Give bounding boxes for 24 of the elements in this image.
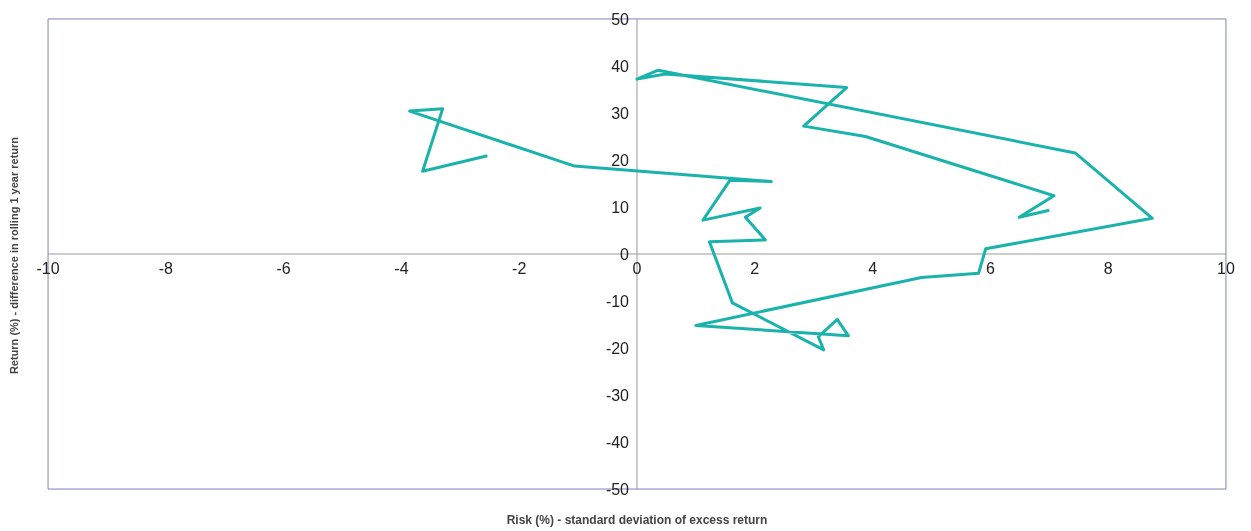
x-tick-label: -4 [394, 260, 409, 277]
y-tick-label: -30 [605, 387, 630, 405]
x-tick-label: 10 [1217, 260, 1235, 277]
y-tick-label: 30 [611, 104, 630, 122]
y-tick-label: -10 [605, 293, 630, 311]
x-tick-label: -2 [512, 260, 527, 277]
x-tick-label: -10 [36, 260, 60, 277]
x-tick-label: -6 [276, 260, 291, 277]
y-tick-label: -40 [605, 434, 630, 452]
y-axis-title: Return (%) - difference in rolling 1 year return [7, 136, 20, 375]
y-tick-label: -20 [605, 340, 630, 358]
x-tick-label: 4 [868, 260, 878, 277]
x-tick-label: 6 [985, 260, 995, 277]
y-tick-label: 10 [611, 198, 630, 216]
x-axis-title: Risk (%) - standard deviation of excess return [506, 512, 768, 527]
y-tick-label: 40 [611, 57, 630, 75]
x-tick-label: -8 [158, 260, 174, 277]
y-tick-label: 0 [620, 246, 630, 263]
x-tick-label: 8 [1103, 260, 1113, 277]
y-tick-label: 50 [611, 10, 630, 28]
x-tick-label: 0 [632, 260, 642, 277]
x-tick-label: 2 [750, 260, 760, 277]
y-tick-label: -50 [605, 481, 630, 499]
y-tick-label: 20 [611, 151, 630, 169]
